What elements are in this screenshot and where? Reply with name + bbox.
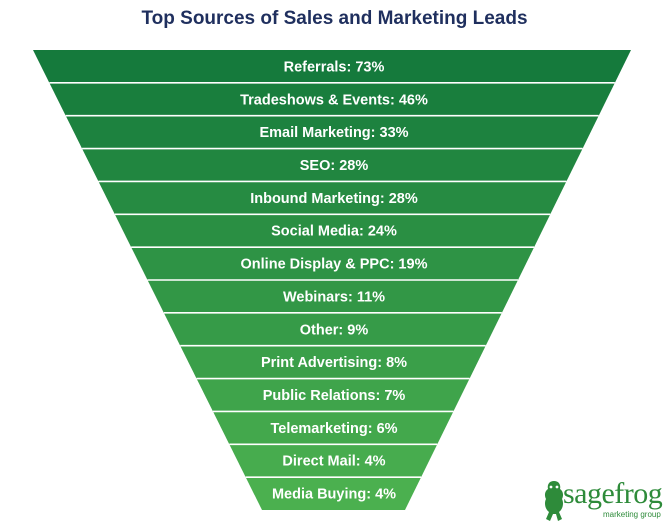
segment-label: Other: 9% (300, 322, 369, 338)
funnel-segment (49, 82, 615, 116)
funnel-segment (98, 181, 567, 215)
funnel-segment (114, 214, 551, 248)
chart-title: Top Sources of Sales and Marketing Leads (141, 8, 528, 29)
funnel-segment (196, 378, 470, 412)
funnel-segment (65, 115, 599, 149)
segment-label: Email Marketing: 33% (259, 125, 408, 141)
funnel-segment (82, 148, 583, 182)
segment-label: Direct Mail: 4% (282, 454, 385, 470)
segment-label: Webinars: 11% (283, 289, 385, 305)
funnel-segment (163, 312, 502, 346)
funnel-segment (212, 411, 454, 445)
segment-label: Telemarketing: 6% (270, 421, 397, 437)
logo-tagline: marketing group (603, 510, 661, 519)
segment-label: Tradeshows & Events: 46% (240, 92, 428, 108)
segment-label: Social Media: 24% (271, 224, 397, 240)
funnel-segment (131, 247, 535, 280)
funnel-segment (147, 280, 518, 313)
segment-label: Referrals: 73% (284, 59, 385, 75)
segment-label: Print Advertising: 8% (261, 355, 407, 371)
funnel-segment (229, 444, 438, 478)
sagefrog-logo: sagefrog marketing group (541, 477, 663, 525)
segment-label: SEO: 28% (300, 158, 369, 174)
segment-label: Inbound Marketing: 28% (250, 191, 418, 207)
segment-label: Media Buying: 4% (272, 487, 396, 503)
segment-label: Online Display & PPC: 19% (241, 257, 428, 273)
segment-label: Public Relations: 7% (263, 388, 406, 404)
logo-wordmark: sagefrog (563, 477, 663, 510)
frog-icon (544, 481, 564, 521)
funnel-segment (180, 345, 486, 379)
funnel-segment (245, 477, 422, 510)
funnel-segment (33, 50, 631, 83)
